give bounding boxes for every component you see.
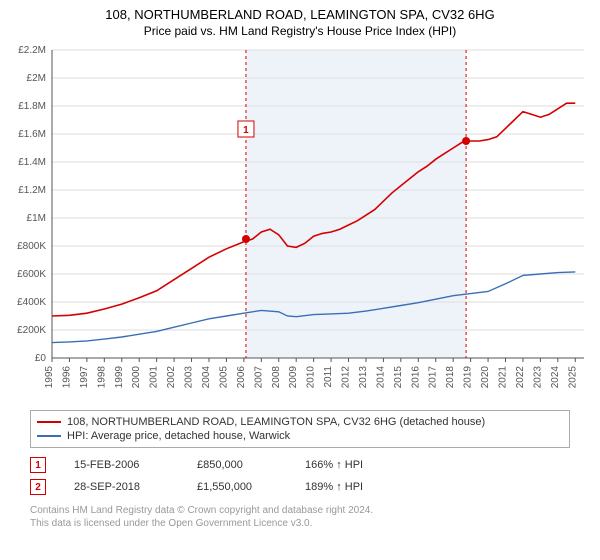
marker-pct: 189% ↑ HPI [305, 481, 405, 493]
svg-text:2006: 2006 [236, 366, 247, 389]
svg-text:1999: 1999 [114, 366, 125, 389]
svg-text:2007: 2007 [253, 366, 264, 389]
svg-text:£1M: £1M [27, 213, 46, 224]
marker-price: £1,550,000 [197, 481, 277, 493]
svg-text:£1.4M: £1.4M [18, 157, 46, 168]
legend-label: HPI: Average price, detached house, Warw… [67, 430, 290, 442]
marker-id-box: 2 [30, 479, 46, 495]
svg-text:2016: 2016 [410, 366, 421, 389]
svg-text:2019: 2019 [463, 366, 474, 389]
legend-row: 108, NORTHUMBERLAND ROAD, LEAMINGTON SPA… [37, 415, 563, 429]
legend-box: 108, NORTHUMBERLAND ROAD, LEAMINGTON SPA… [30, 410, 570, 448]
svg-text:2001: 2001 [149, 366, 160, 389]
svg-text:£1.2M: £1.2M [18, 185, 46, 196]
svg-text:2004: 2004 [201, 366, 212, 389]
svg-text:1995: 1995 [44, 366, 55, 389]
marker-date: 15-FEB-2006 [74, 459, 169, 471]
chart-plot-area: £0 £200K £400K £600K £800K £1M £1.2M £1.4M £1.6M… [8, 42, 592, 402]
chart-svg: £0 £200K £400K £600K £800K £1M £1.2M £1.4M £1.6M… [8, 42, 592, 402]
chart-container: 108, NORTHUMBERLAND ROAD, LEAMINGTON SPA… [0, 0, 600, 560]
chart-title: 108, NORTHUMBERLAND ROAD, LEAMINGTON SPA… [0, 0, 600, 24]
svg-text:1997: 1997 [79, 366, 90, 389]
marker-table: 1 15-FEB-2006 £850,000 166% ↑ HPI 2 28-SEP-20… [30, 454, 570, 498]
svg-text:2015: 2015 [393, 366, 404, 389]
svg-text:2012: 2012 [341, 366, 352, 389]
svg-text:2000: 2000 [131, 366, 142, 389]
footer-text: Contains HM Land Registry data © Crown c… [30, 504, 570, 530]
svg-text:2018: 2018 [445, 366, 456, 389]
svg-text:2010: 2010 [306, 366, 317, 389]
svg-text:2021: 2021 [498, 366, 509, 389]
marker-date: 28-SEP-2018 [74, 481, 169, 493]
legend-swatch [37, 435, 61, 437]
legend-swatch [37, 421, 61, 423]
svg-text:1: 1 [243, 125, 249, 136]
svg-text:2023: 2023 [532, 366, 543, 389]
svg-text:2014: 2014 [375, 366, 386, 389]
svg-text:£2M: £2M [27, 73, 46, 84]
svg-text:2005: 2005 [218, 366, 229, 389]
svg-text:£800K: £800K [17, 241, 46, 252]
chart-subtitle: Price paid vs. HM Land Registry's House … [0, 24, 600, 42]
marker-row: 2 28-SEP-2018 £1,550,000 189% ↑ HPI [30, 476, 570, 498]
svg-text:£400K: £400K [17, 297, 46, 308]
svg-text:£600K: £600K [17, 269, 46, 280]
legend-label: 108, NORTHUMBERLAND ROAD, LEAMINGTON SPA… [67, 416, 485, 428]
footer-line2: This data is licensed under the Open Gov… [30, 517, 570, 530]
svg-text:2025: 2025 [567, 366, 578, 389]
legend-row: HPI: Average price, detached house, Warw… [37, 429, 563, 443]
svg-text:2024: 2024 [550, 366, 561, 389]
marker-price: £850,000 [197, 459, 277, 471]
svg-text:2011: 2011 [323, 366, 334, 388]
svg-text:£200K: £200K [17, 325, 46, 336]
svg-text:2017: 2017 [428, 366, 439, 389]
svg-text:2020: 2020 [480, 366, 491, 389]
svg-text:2009: 2009 [288, 366, 299, 389]
svg-text:2003: 2003 [184, 366, 195, 389]
svg-text:1996: 1996 [61, 366, 72, 389]
svg-text:1998: 1998 [96, 366, 107, 389]
svg-text:£2.2M: £2.2M [18, 45, 46, 56]
svg-text:2008: 2008 [271, 366, 282, 389]
marker-pct: 166% ↑ HPI [305, 459, 405, 471]
footer-line1: Contains HM Land Registry data © Crown c… [30, 504, 570, 517]
marker-row: 1 15-FEB-2006 £850,000 166% ↑ HPI [30, 454, 570, 476]
svg-text:£1.6M: £1.6M [18, 129, 46, 140]
svg-text:2022: 2022 [515, 366, 526, 389]
marker-id-box: 1 [30, 457, 46, 473]
svg-text:2013: 2013 [358, 366, 369, 389]
svg-text:£1.8M: £1.8M [18, 101, 46, 112]
svg-text:£0: £0 [35, 353, 47, 364]
svg-text:2002: 2002 [166, 366, 177, 389]
